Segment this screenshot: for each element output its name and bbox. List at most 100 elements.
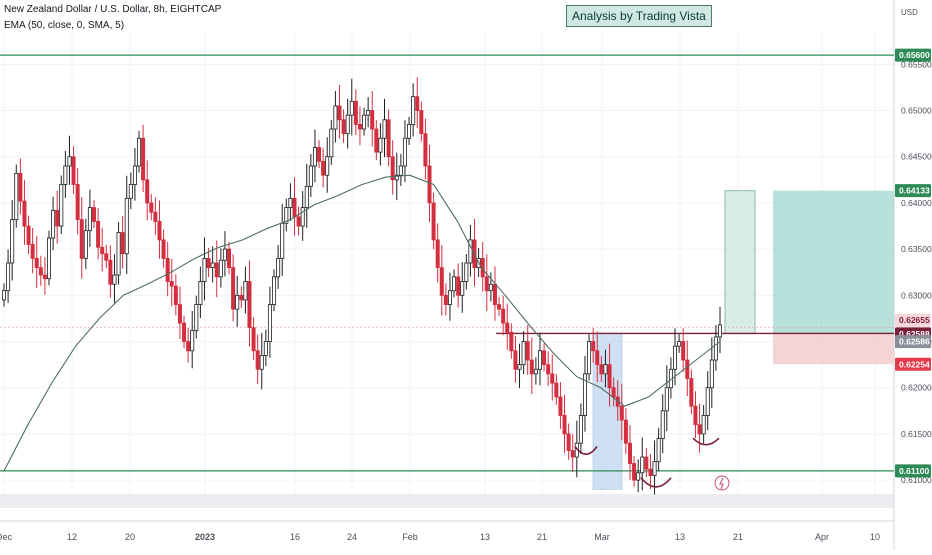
y-tick-label: 0.61500 bbox=[901, 429, 932, 439]
candle-body bbox=[513, 350, 518, 370]
candle-body bbox=[468, 239, 473, 264]
candle-body bbox=[251, 327, 256, 352]
candle-body bbox=[656, 438, 661, 463]
candle-body bbox=[464, 262, 469, 282]
candle-body bbox=[537, 350, 542, 370]
candle-body bbox=[202, 257, 207, 282]
candle-body bbox=[447, 290, 452, 305]
price-label-resistance: 0.65600 bbox=[899, 50, 930, 60]
candle-body bbox=[112, 274, 117, 285]
candle-body bbox=[141, 137, 146, 181]
candle-body bbox=[100, 246, 105, 255]
candle-body bbox=[194, 304, 199, 331]
x-tick-label: Dec bbox=[0, 532, 12, 542]
price-label-resistance-box bbox=[895, 48, 931, 62]
candle-body bbox=[570, 450, 575, 458]
projection-box bbox=[724, 190, 756, 335]
candle-body bbox=[296, 216, 301, 227]
candle-body bbox=[300, 207, 305, 227]
candle-body bbox=[533, 368, 538, 375]
x-tick-label: 2023 bbox=[195, 532, 215, 542]
candle-body bbox=[636, 472, 641, 481]
y-tick-label: 0.63500 bbox=[901, 244, 932, 254]
candle-body bbox=[456, 276, 461, 296]
candle-body bbox=[488, 283, 493, 292]
y-tick-label: 0.64500 bbox=[901, 152, 932, 162]
candle-body bbox=[681, 341, 686, 361]
candle-body bbox=[689, 378, 694, 407]
candle-body bbox=[272, 276, 277, 305]
candle-body bbox=[644, 456, 649, 470]
candle-body bbox=[672, 345, 677, 370]
candle-body bbox=[394, 174, 399, 181]
candle-body bbox=[153, 211, 158, 222]
candle-body bbox=[227, 248, 232, 269]
x-tick-label: 10 bbox=[870, 532, 880, 542]
candle-body bbox=[521, 341, 526, 366]
candle-body bbox=[47, 237, 52, 280]
candle-body bbox=[92, 207, 97, 222]
candle-body bbox=[42, 274, 47, 280]
candle-body bbox=[173, 285, 178, 305]
y-tick-label: 0.63000 bbox=[901, 290, 932, 300]
x-tick-label: 13 bbox=[480, 532, 490, 542]
candle-body bbox=[386, 119, 391, 158]
candle-body bbox=[210, 262, 215, 269]
candle-body bbox=[190, 330, 195, 352]
candle-body bbox=[407, 124, 412, 139]
price-label-entry-box bbox=[895, 335, 931, 349]
candle-body bbox=[353, 100, 358, 125]
candle-body bbox=[349, 100, 354, 116]
candle-body bbox=[660, 410, 665, 439]
candle-body bbox=[55, 209, 60, 227]
candle-body bbox=[276, 257, 281, 278]
candle-body bbox=[452, 276, 457, 292]
candle-body bbox=[6, 262, 11, 292]
price-label-tp: 0.64133 bbox=[899, 186, 930, 196]
candle-body bbox=[284, 207, 289, 224]
candle-body bbox=[96, 221, 101, 248]
candle-body bbox=[554, 382, 559, 398]
candle-body bbox=[378, 137, 383, 153]
candle-body bbox=[145, 179, 150, 204]
candle-body bbox=[423, 133, 428, 167]
take-profit-zone bbox=[773, 190, 894, 334]
candle-body bbox=[235, 294, 240, 310]
candle-body bbox=[333, 105, 338, 130]
candle-body bbox=[415, 96, 420, 111]
candle-body bbox=[439, 267, 444, 296]
candle-body bbox=[317, 147, 322, 162]
candle-body bbox=[546, 364, 551, 375]
candle-body bbox=[366, 110, 371, 116]
candle-body bbox=[640, 456, 645, 474]
x-tick-label: Feb bbox=[402, 532, 418, 542]
indicator-legend[interactable]: EMA (50, close, 0, SMA, 5) bbox=[4, 20, 125, 31]
candle-body bbox=[685, 359, 690, 379]
candle-body bbox=[337, 105, 342, 121]
candle-body bbox=[38, 267, 43, 276]
price-label-last: 0.62655 bbox=[899, 315, 930, 325]
price-label-entry: 0.62586 bbox=[899, 337, 930, 347]
x-tick-label: 21 bbox=[733, 532, 743, 542]
right-shoulder-arc bbox=[692, 437, 720, 446]
candle-body bbox=[165, 257, 170, 282]
candle-body bbox=[22, 200, 27, 227]
candle-body bbox=[566, 433, 571, 451]
candle-body bbox=[492, 283, 497, 305]
candle-body bbox=[231, 267, 236, 310]
candle-body bbox=[542, 350, 547, 366]
lightning-icon bbox=[719, 477, 724, 490]
candle-body bbox=[505, 322, 510, 333]
y-tick-label: 0.64000 bbox=[901, 198, 932, 208]
candle-body bbox=[321, 160, 326, 176]
price-label-last-box bbox=[895, 313, 931, 327]
candle-body bbox=[701, 415, 706, 435]
candle-body bbox=[161, 239, 166, 259]
candle-body bbox=[186, 341, 191, 352]
candle-body bbox=[623, 419, 628, 444]
candle-body bbox=[398, 165, 403, 176]
candle-body bbox=[14, 172, 19, 220]
candle-body bbox=[308, 165, 313, 187]
candle-body bbox=[411, 96, 416, 125]
